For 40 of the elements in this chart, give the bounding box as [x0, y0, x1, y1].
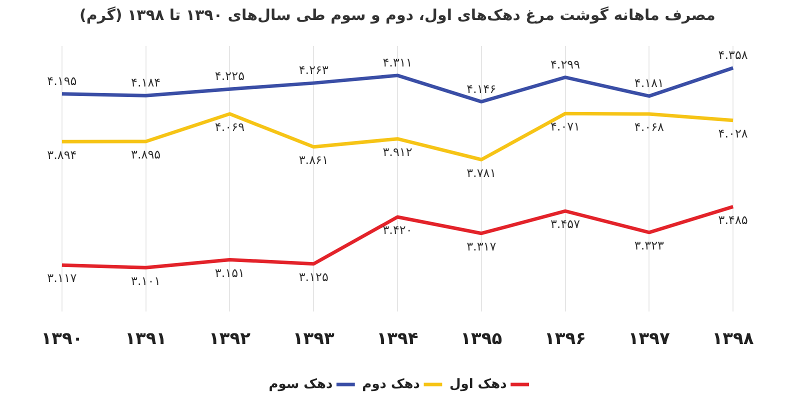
data-label: ۴.۱۸۴: [131, 76, 161, 90]
data-label: ۳.۱۰۱: [131, 274, 161, 288]
data-label: ۳.۴۲۰: [382, 223, 412, 238]
data-label: ۳.۹۱۲: [382, 144, 412, 159]
data-label: ۴.۱۹۵: [47, 74, 77, 88]
data-label: ۴.۱۸۱: [634, 76, 664, 90]
x-tick-label: ۱۳۹۵: [460, 329, 502, 350]
x-tick-label: ۱۳۹۷: [628, 329, 671, 350]
data-label: ۳.۱۲۵: [298, 270, 328, 284]
data-label: ۳.۸۹۵: [131, 148, 161, 162]
x-tick-label: ۱۳۹۱: [125, 329, 167, 350]
data-label: ۳.۴۵۷: [550, 217, 581, 232]
x-tick-label: ۱۳۹۳: [292, 329, 335, 350]
data-label: ۴.۱۴۶: [466, 82, 496, 96]
data-label: ۳.۸۶۱: [298, 153, 328, 168]
chart-title: مصرف ماهانه گوشت مرغ دهک‌های اول، دوم و سوم طی سال‌های ۱۳۹۰ تا ۱۳۹۸ (گرم): [78, 6, 716, 24]
data-label: ۳.۴۸۵: [718, 212, 748, 227]
x-tick-label: ۱۳۹۶: [544, 329, 586, 350]
x-tick-label: ۱۳۹۸: [712, 329, 754, 350]
data-label: ۴.۳۵۸: [718, 48, 748, 62]
legend-label: دهک اول: [449, 376, 508, 392]
data-label: ۴.۳۱۱: [382, 56, 412, 70]
data-label: ۴.۲۹۹: [550, 57, 580, 72]
data-label: ۴.۰۶۸: [634, 120, 665, 134]
legend-label: دهک سوم: [268, 376, 333, 392]
data-label: ۴.۰۷۱: [550, 120, 580, 134]
x-tick-label: ۱۳۹۴: [376, 329, 418, 350]
data-label: ۳.۳۱۷: [466, 239, 497, 254]
data-label: ۳.۱۵۱: [214, 266, 245, 280]
data-label: ۳.۸۹۴: [47, 148, 77, 162]
data-label: ۴.۰۲۸: [718, 126, 748, 141]
x-tick-label: ۱۳۹۲: [208, 329, 252, 350]
data-label: ۴.۲۶۳: [298, 63, 329, 78]
legend-label: دهک دوم: [362, 376, 420, 392]
x-tick-label: ۱۳۹۰: [41, 329, 83, 350]
data-label: ۳.۷۸۱: [466, 166, 496, 180]
data-label: ۳.۱۱۷: [47, 271, 78, 286]
data-label: ۴.۲۲۵: [214, 69, 245, 84]
data-label: ۴.۰۶۹: [214, 120, 245, 134]
data-label: ۳.۳۲۳: [634, 238, 665, 253]
